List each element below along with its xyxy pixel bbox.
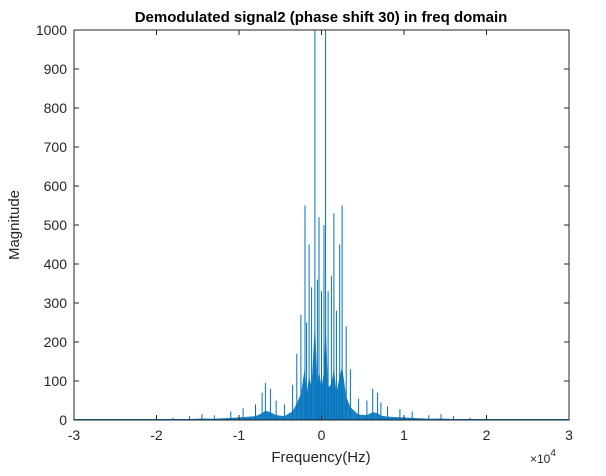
x-tick-label: 1 — [400, 427, 408, 443]
chart-title: Demodulated signal2 (phase shift 30) in … — [135, 9, 508, 26]
y-tick-label: 500 — [44, 217, 68, 233]
y-tick-label: 600 — [44, 178, 68, 194]
x-tick-label: -3 — [68, 427, 81, 443]
y-tick-label: 800 — [44, 100, 68, 116]
y-tick-label: 0 — [59, 412, 67, 428]
x-axis-exponent-base: ×10 — [530, 452, 551, 466]
x-tick-label: 0 — [318, 427, 326, 443]
y-tick-label: 700 — [44, 139, 68, 155]
y-tick-label: 400 — [44, 256, 68, 272]
x-tick-label: 2 — [483, 427, 491, 443]
x-axis-ticks: -3 -2 -1 0 1 2 3 — [68, 30, 573, 443]
y-tick-label: 100 — [44, 373, 68, 389]
x-tick-label: -1 — [233, 427, 246, 443]
y-tick-label: 1000 — [36, 22, 67, 38]
y-axis-ticks: 0 100 200 300 400 500 600 700 800 900 1000 — [36, 22, 569, 428]
x-axis-exponent: ×104 — [530, 448, 556, 466]
x-axis-label: Frequency(Hz) — [271, 449, 370, 466]
y-tick-label: 300 — [44, 295, 68, 311]
x-axis-exponent-power: 4 — [550, 448, 556, 459]
y-axis-label: Magnitude — [6, 190, 23, 260]
y-tick-label: 200 — [44, 334, 68, 350]
y-tick-label: 900 — [44, 61, 68, 77]
x-tick-label: 3 — [565, 427, 573, 443]
x-tick-label: -2 — [150, 427, 163, 443]
